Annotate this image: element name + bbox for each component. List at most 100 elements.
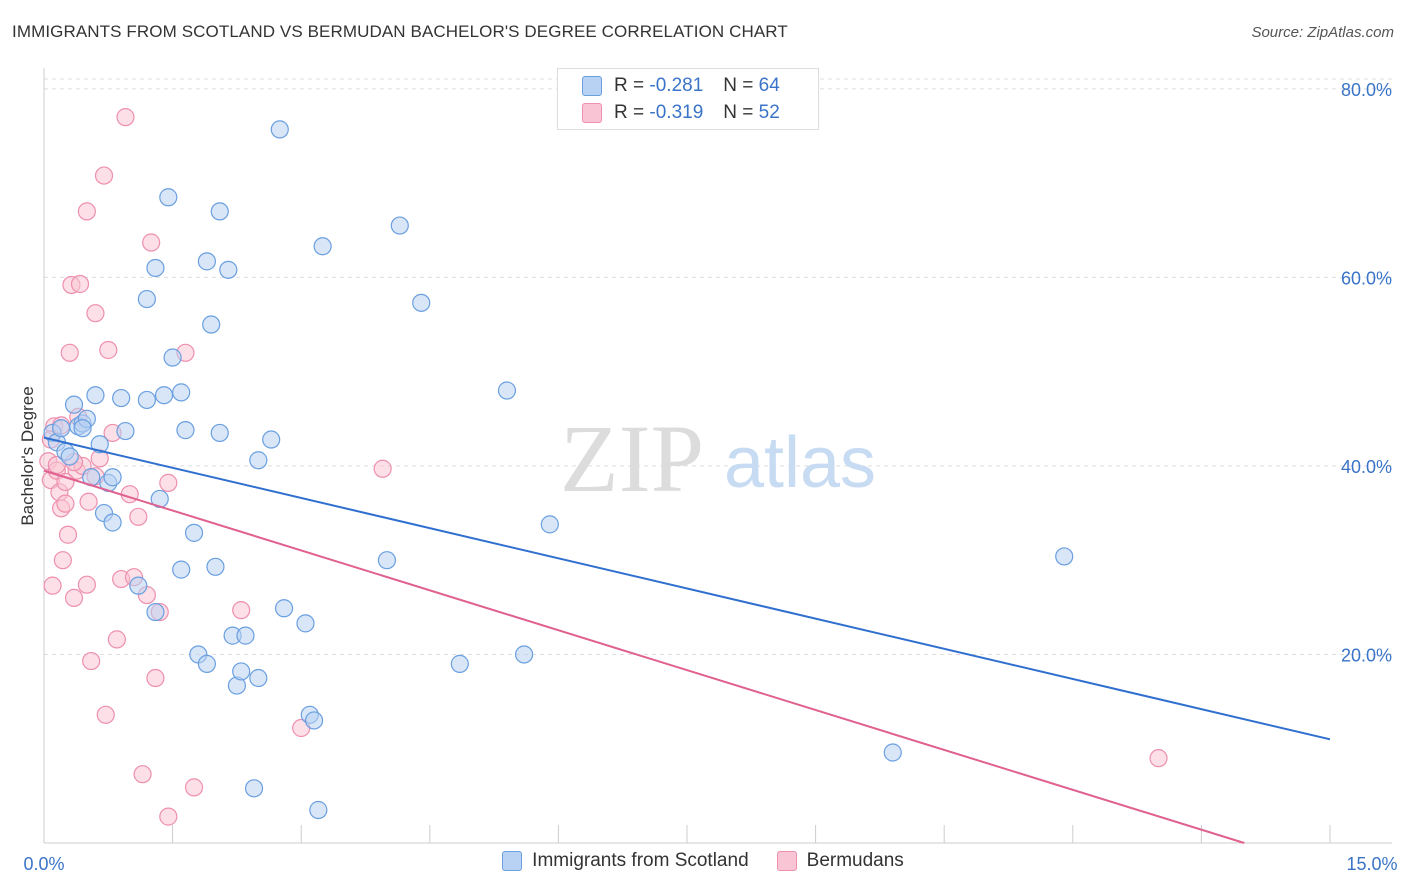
bermudan-point (77, 575, 96, 594)
n-value: 52 (758, 102, 780, 123)
bermudan-point (99, 340, 118, 360)
y-tick-label: 80.0% (1341, 80, 1392, 100)
scotland-point (176, 421, 195, 440)
bermudan-point (133, 765, 152, 784)
scotland-point (232, 662, 251, 681)
scotland-point (116, 421, 135, 441)
stats-legend: R = -0.281 N = 64 R = -0.319 N = 52 (557, 68, 819, 130)
chart-title: IMMIGRANTS FROM SCOTLAND VS BERMUDAN BAC… (12, 22, 788, 41)
scotland-point (540, 515, 559, 534)
scotland-point (146, 258, 165, 278)
bermudan-point (142, 233, 161, 252)
series-legend: Immigrants from Scotland Bermudans (0, 850, 1406, 872)
scotland-point (412, 293, 431, 312)
bermudan-point (1149, 749, 1168, 768)
stats-row-scotland: R = -0.281 N = 64 (582, 75, 780, 97)
scotland-point (390, 216, 409, 235)
bermudan-point (82, 651, 101, 671)
scotland-point (313, 237, 332, 256)
scotland-point (450, 654, 469, 673)
scotland-point (154, 386, 174, 405)
bermudan-point (146, 668, 165, 688)
bermudan-point (79, 492, 98, 511)
scotland-point (159, 188, 178, 207)
scotland-point (274, 599, 294, 618)
scotland-point (73, 419, 92, 438)
scotland-point (515, 645, 534, 664)
axes (43, 68, 1392, 844)
scotland-point (172, 383, 191, 402)
n-value: 64 (758, 75, 780, 96)
scotland-swatch (502, 851, 523, 871)
scotland-point (184, 523, 204, 542)
bermudan-point (96, 705, 115, 724)
scotland-point (270, 120, 289, 139)
n-label: N = (723, 75, 754, 96)
scotland-point (206, 557, 225, 576)
bermudan-point (184, 778, 204, 797)
bermudan-point (129, 507, 148, 526)
legend-item-scotland: Immigrants from Scotland (502, 850, 749, 872)
scotland-point (146, 602, 165, 622)
x-tick-labels: 0.0% 15.0% (23, 854, 1397, 874)
scotland-point (137, 289, 156, 309)
scotland-point (249, 451, 268, 470)
scotland-point (86, 386, 105, 405)
y-axis-label: Bachelor's Degree (18, 386, 37, 526)
scotland-point (210, 423, 229, 443)
r-value: -0.319 (649, 102, 704, 123)
bermudan-point (53, 551, 72, 570)
bermudan-point (86, 304, 105, 323)
scotland-point (309, 800, 328, 820)
scotland-point (497, 381, 517, 400)
scotland-point (163, 348, 182, 367)
bermudan-point (107, 630, 126, 649)
scotland-point (60, 447, 79, 466)
bermudan-point (159, 807, 178, 826)
stats-row-bermudan: R = -0.319 N = 52 (582, 102, 780, 124)
scotland-point (210, 202, 229, 221)
scotland-point (304, 711, 324, 730)
scotland-point (90, 435, 109, 454)
scotland-point (172, 560, 191, 579)
watermark-atlas: atlas (724, 423, 876, 503)
x-tick-label: 15.0% (1346, 854, 1397, 874)
bermudan-point (94, 166, 114, 185)
bermudan-point (70, 274, 90, 294)
bermudan-point (43, 576, 62, 595)
legend-item-bermudan: Bermudans (776, 850, 904, 872)
bermudan-point (120, 485, 139, 504)
y-tick-label: 40.0% (1341, 457, 1392, 477)
source-label: Source: ZipAtlas.com (1251, 24, 1394, 41)
bermudan-point (64, 588, 84, 608)
bermudan-trend-line (43, 469, 1245, 844)
scotland-point (197, 654, 216, 673)
y-tick-label: 60.0% (1341, 268, 1392, 288)
scotland-point (883, 743, 902, 762)
trend-lines (43, 436, 1331, 844)
scotland-point (52, 419, 71, 438)
scotland-point (202, 315, 221, 334)
scotland-point (244, 779, 264, 798)
scotland-points (43, 120, 1074, 820)
scotland-point (64, 395, 84, 414)
scotland-point (262, 430, 281, 449)
scotland-trend-line (43, 436, 1331, 741)
scotland-point (1055, 547, 1074, 566)
scotland-point (219, 260, 238, 279)
gridlines (44, 78, 1392, 655)
bermudan-point (58, 525, 78, 544)
r-value: -0.281 (649, 75, 704, 96)
scotland-point (197, 252, 216, 271)
scotland-point (129, 576, 148, 595)
watermark-zip: ZIP (560, 405, 704, 512)
bermudan-swatch (776, 851, 797, 871)
y-tick-label: 20.0% (1341, 645, 1392, 665)
r-label: R = (614, 75, 645, 96)
r-label: R = (614, 102, 645, 123)
scotland-point (103, 513, 122, 532)
bermudan-point (60, 343, 79, 362)
legend-label-bermudan: Bermudans (806, 850, 904, 871)
n-label: N = (723, 102, 754, 123)
scotland-point (103, 468, 122, 487)
